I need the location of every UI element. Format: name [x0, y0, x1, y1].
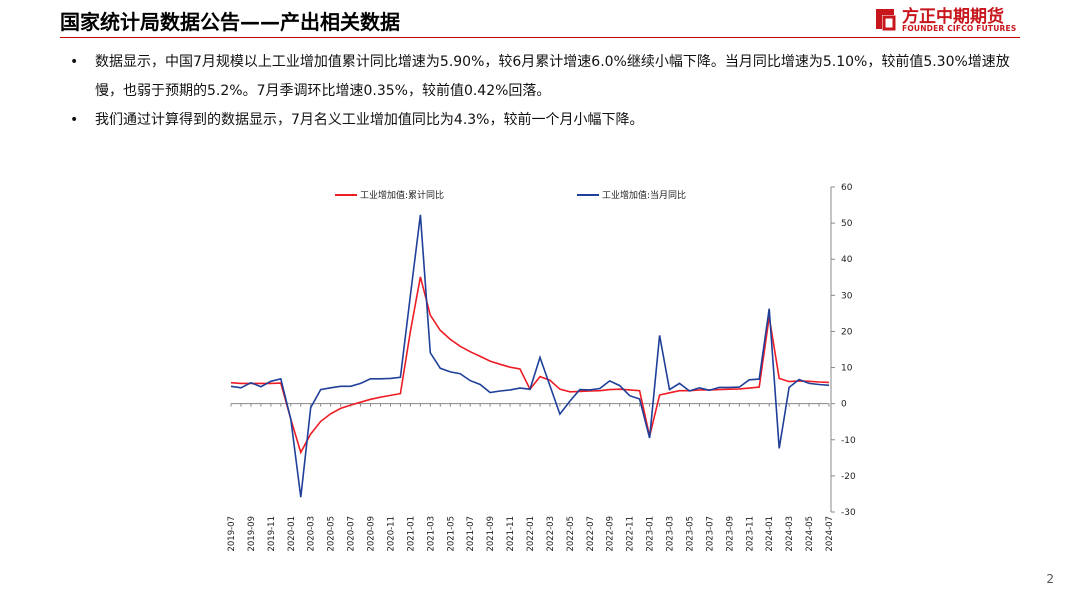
bullet-list: 数据显示，中国7月规模以上工业增加值累计同比增速为5.90%，较6月累计增速6.… — [70, 48, 1020, 135]
y-tick-label: -20 — [841, 472, 856, 482]
x-tick-label: 2019-07 — [227, 516, 237, 552]
y-tick-label: 60 — [841, 183, 853, 193]
x-tick-label: 2019-11 — [267, 516, 277, 552]
header-rule — [60, 37, 1020, 38]
page-number: 2 — [1046, 572, 1054, 586]
logo-icon — [876, 9, 896, 31]
x-tick-label: 2019-09 — [247, 516, 257, 552]
y-tick-label: 40 — [841, 255, 853, 265]
x-tick-label: 2020-09 — [367, 516, 377, 552]
x-tick-label: 2022-07 — [586, 516, 596, 552]
x-tick-label: 2021-09 — [486, 516, 496, 552]
x-tick-label: 2022-09 — [606, 516, 616, 552]
logo-name: 方正中期期货 — [902, 7, 1004, 27]
x-tick-label: 2023-07 — [705, 516, 715, 552]
x-tick-label: 2020-11 — [386, 516, 396, 552]
y-tick-label: -10 — [841, 436, 856, 446]
logo-subtitle: FOUNDER CIFCO FUTURES — [902, 24, 1017, 33]
x-tick-label: 2021-05 — [446, 516, 456, 552]
x-tick-label: 2023-01 — [646, 516, 656, 552]
x-tick-label: 2020-05 — [327, 516, 337, 552]
x-tick-label: 2022-01 — [526, 516, 536, 552]
slide-title: 国家统计局数据公告——产出相关数据 — [60, 10, 400, 34]
x-tick-label: 2021-11 — [506, 516, 516, 552]
x-tick-label: 2023-09 — [725, 516, 735, 552]
y-tick-label: -30 — [841, 508, 856, 518]
bullet: 我们通过计算得到的数据显示，7月名义工业增加值同比为4.3%，较前一个月小幅下降… — [70, 106, 1020, 135]
legend-label: 工业增加值:当月同比 — [602, 189, 686, 201]
y-tick-label: 0 — [841, 400, 847, 410]
x-tick-label: 2022-03 — [546, 516, 556, 552]
y-tick-label: 50 — [841, 219, 853, 229]
x-tick-label: 2021-01 — [406, 516, 416, 552]
x-tick-label: 2021-07 — [466, 516, 476, 552]
y-tick-label: 30 — [841, 291, 853, 301]
legend-label: 工业增加值:累计同比 — [360, 189, 444, 201]
y-tick-label: 20 — [841, 327, 853, 337]
x-tick-label: 2020-07 — [347, 516, 357, 552]
x-tick-label: 2024-05 — [805, 516, 815, 552]
x-tick-label: 2022-05 — [566, 516, 576, 552]
x-tick-label: 2020-03 — [307, 516, 317, 552]
series-line — [230, 276, 830, 455]
x-tick-label: 2024-01 — [765, 516, 775, 552]
x-tick-label: 2024-03 — [785, 516, 795, 552]
x-tick-label: 2023-03 — [666, 516, 676, 552]
x-tick-label: 2024-07 — [825, 516, 835, 552]
x-tick-label: 2021-03 — [426, 516, 436, 552]
x-tick-label: 2023-05 — [685, 516, 695, 552]
x-tick-label: 2020-01 — [287, 516, 297, 552]
x-tick-label: 2023-11 — [745, 516, 755, 552]
x-tick-label: 2022-11 — [626, 516, 636, 552]
bullet: 数据显示，中国7月规模以上工业增加值累计同比增速为5.90%，较6月累计增速6.… — [70, 48, 1020, 106]
series-line — [230, 214, 830, 498]
y-tick-label: 10 — [841, 364, 853, 374]
